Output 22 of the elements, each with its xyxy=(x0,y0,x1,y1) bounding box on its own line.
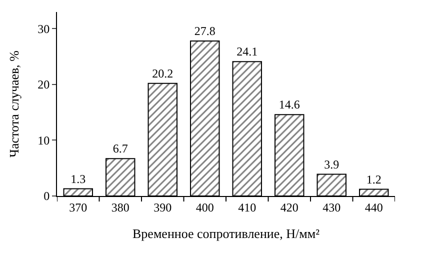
x-tick-label: 430 xyxy=(322,200,341,214)
y-tick-label: 30 xyxy=(38,22,50,36)
y-tick-label: 0 xyxy=(44,189,50,204)
data-label: 1.3 xyxy=(70,172,86,186)
y-axis-title: Частота случаев, % xyxy=(6,50,22,158)
y-tick-label: 20 xyxy=(38,78,50,92)
x-tick-label: 370 xyxy=(69,200,88,214)
data-label: 6.7 xyxy=(112,142,128,156)
data-label: 1.2 xyxy=(366,172,382,186)
data-label: 3.9 xyxy=(324,157,340,172)
x-tick-label: 390 xyxy=(154,200,172,214)
x-tick-label: 410 xyxy=(238,200,256,214)
y-tick-label: 10 xyxy=(38,133,50,148)
x-axis-title: Временное сопротивление, Н/мм² xyxy=(132,226,320,241)
data-label: 24.1 xyxy=(236,44,258,59)
data-label: 20.2 xyxy=(152,66,174,80)
x-tick-label: 420 xyxy=(280,200,298,214)
x-tick-label: 400 xyxy=(196,200,214,214)
x-tick-label: 380 xyxy=(111,200,130,214)
data-label: 27.8 xyxy=(194,24,216,38)
data-label: 14.6 xyxy=(278,98,300,112)
x-tick-label: 440 xyxy=(364,200,383,214)
